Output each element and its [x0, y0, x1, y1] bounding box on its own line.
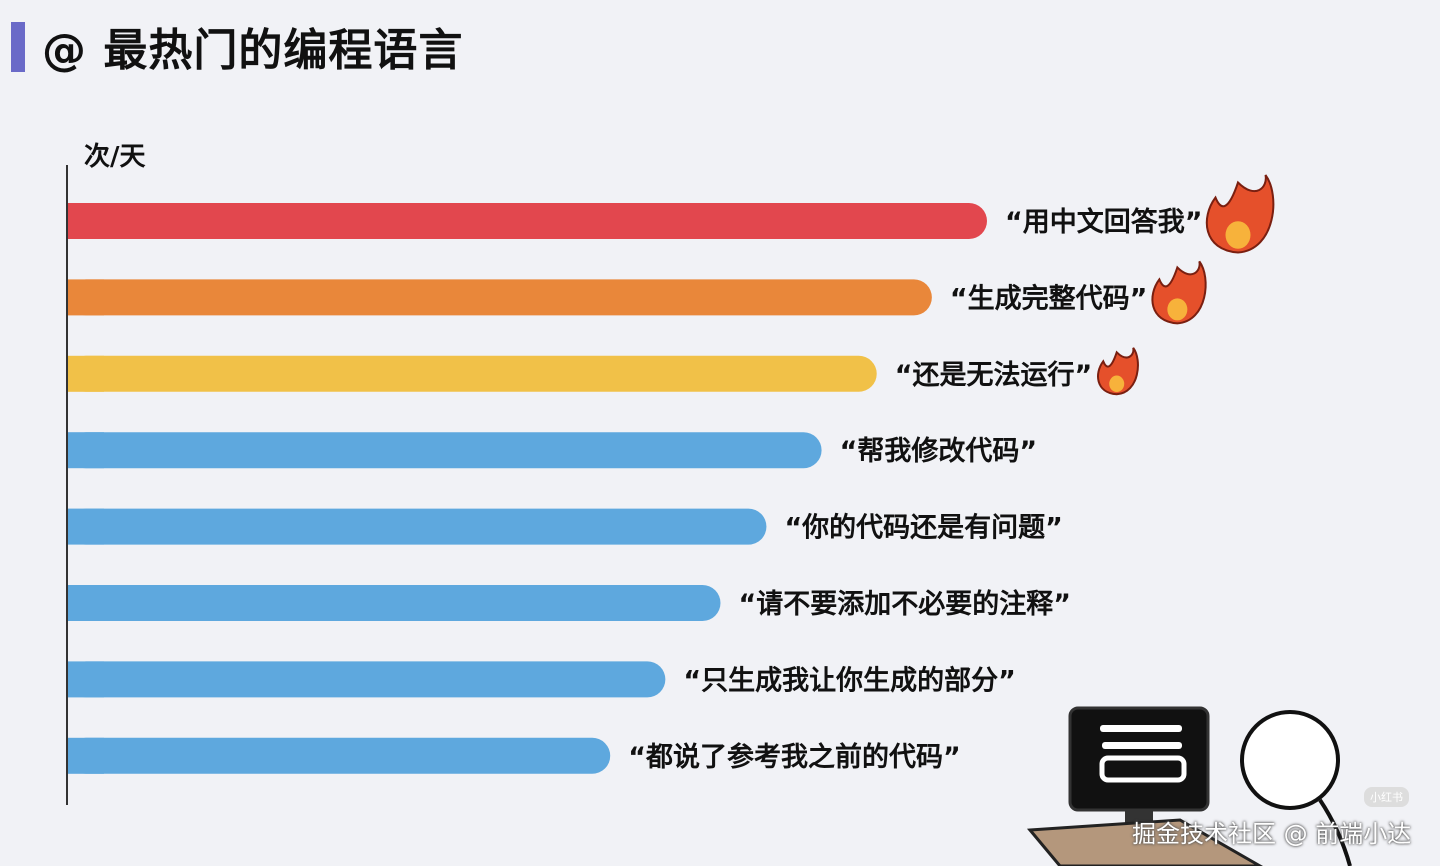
bar-label: “你的代码还是有问题” — [784, 512, 1062, 544]
bar-label: “只生成我让你生成的部分” — [683, 664, 1016, 696]
bar-5 — [68, 585, 721, 621]
bar-label: “用中文回答我” — [1005, 206, 1203, 238]
bar-6 — [68, 661, 666, 698]
fire-icon — [1097, 347, 1139, 396]
bar-label: “都说了参考我之前的代码” — [628, 741, 961, 773]
title-accent-bar — [11, 22, 25, 72]
chart-title: @ 最热门的编程语言 — [42, 25, 464, 76]
fire-icon — [1151, 260, 1207, 325]
bar-0 — [68, 203, 987, 239]
watermark-badge: 小红书 — [1364, 787, 1409, 807]
bar-4 — [68, 508, 767, 545]
bar-label: “生成完整代码” — [950, 282, 1148, 314]
bar-7 — [68, 737, 611, 774]
bar-3 — [68, 432, 822, 469]
person-at-computer-illustration — [1026, 706, 1352, 866]
credit-watermark: 掘金技术社区 @ 前端小达 — [1132, 820, 1412, 848]
bar-label: “还是无法运行” — [895, 359, 1093, 391]
fire-icon — [1205, 174, 1275, 254]
bar-2 — [68, 355, 877, 392]
bar-label: “帮我修改代码” — [840, 436, 1038, 467]
axis-unit-label: 次/天 — [84, 142, 146, 172]
bar-1 — [68, 279, 932, 316]
bar-label: “请不要添加不必要的注释” — [738, 588, 1071, 620]
